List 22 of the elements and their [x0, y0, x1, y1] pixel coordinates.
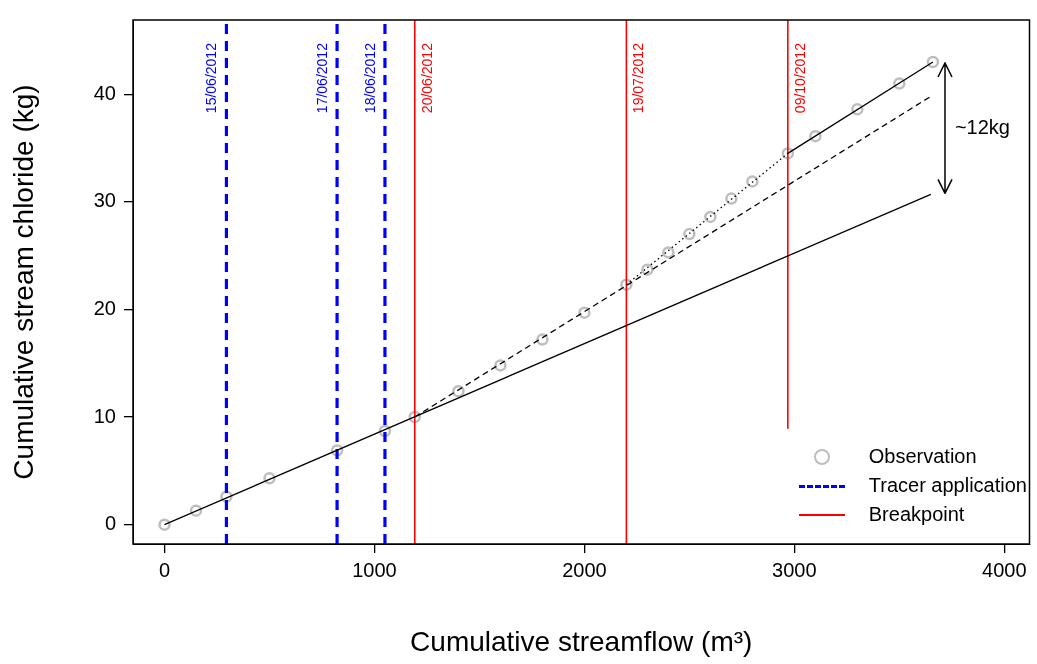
y-tick-label: 40	[93, 81, 116, 104]
x-tick-label: 4000	[982, 558, 1027, 581]
annotation: 15/06/2012	[203, 42, 220, 114]
x-tick-label: 1000	[352, 558, 397, 581]
x-tick-label: 0	[158, 558, 171, 581]
y-tick-label: 10	[93, 404, 116, 427]
legend-label: Observation	[868, 444, 977, 469]
legend-label: Tracer application	[868, 473, 1027, 498]
legend-label: Breakpoint	[868, 502, 965, 527]
annotation: ~12kg	[954, 115, 1010, 138]
y-tick-label: 30	[93, 189, 116, 212]
y-tick-label: 20	[93, 296, 116, 319]
x-tick-label: 3000	[772, 558, 817, 581]
y-axis-title: Cumulative stream chloride (kg)	[7, 84, 39, 480]
annotation: 20/06/2012	[418, 42, 435, 114]
annotation: 17/06/2012	[313, 42, 330, 114]
annotation: 18/06/2012	[361, 42, 378, 114]
annotation: 19/07/2012	[630, 42, 647, 114]
annotation: 09/10/2012	[791, 42, 808, 114]
x-tick-label: 2000	[562, 558, 607, 581]
x-axis-title: Cumulative streamflow (m³)	[410, 625, 753, 657]
y-tick-label: 0	[104, 512, 116, 535]
